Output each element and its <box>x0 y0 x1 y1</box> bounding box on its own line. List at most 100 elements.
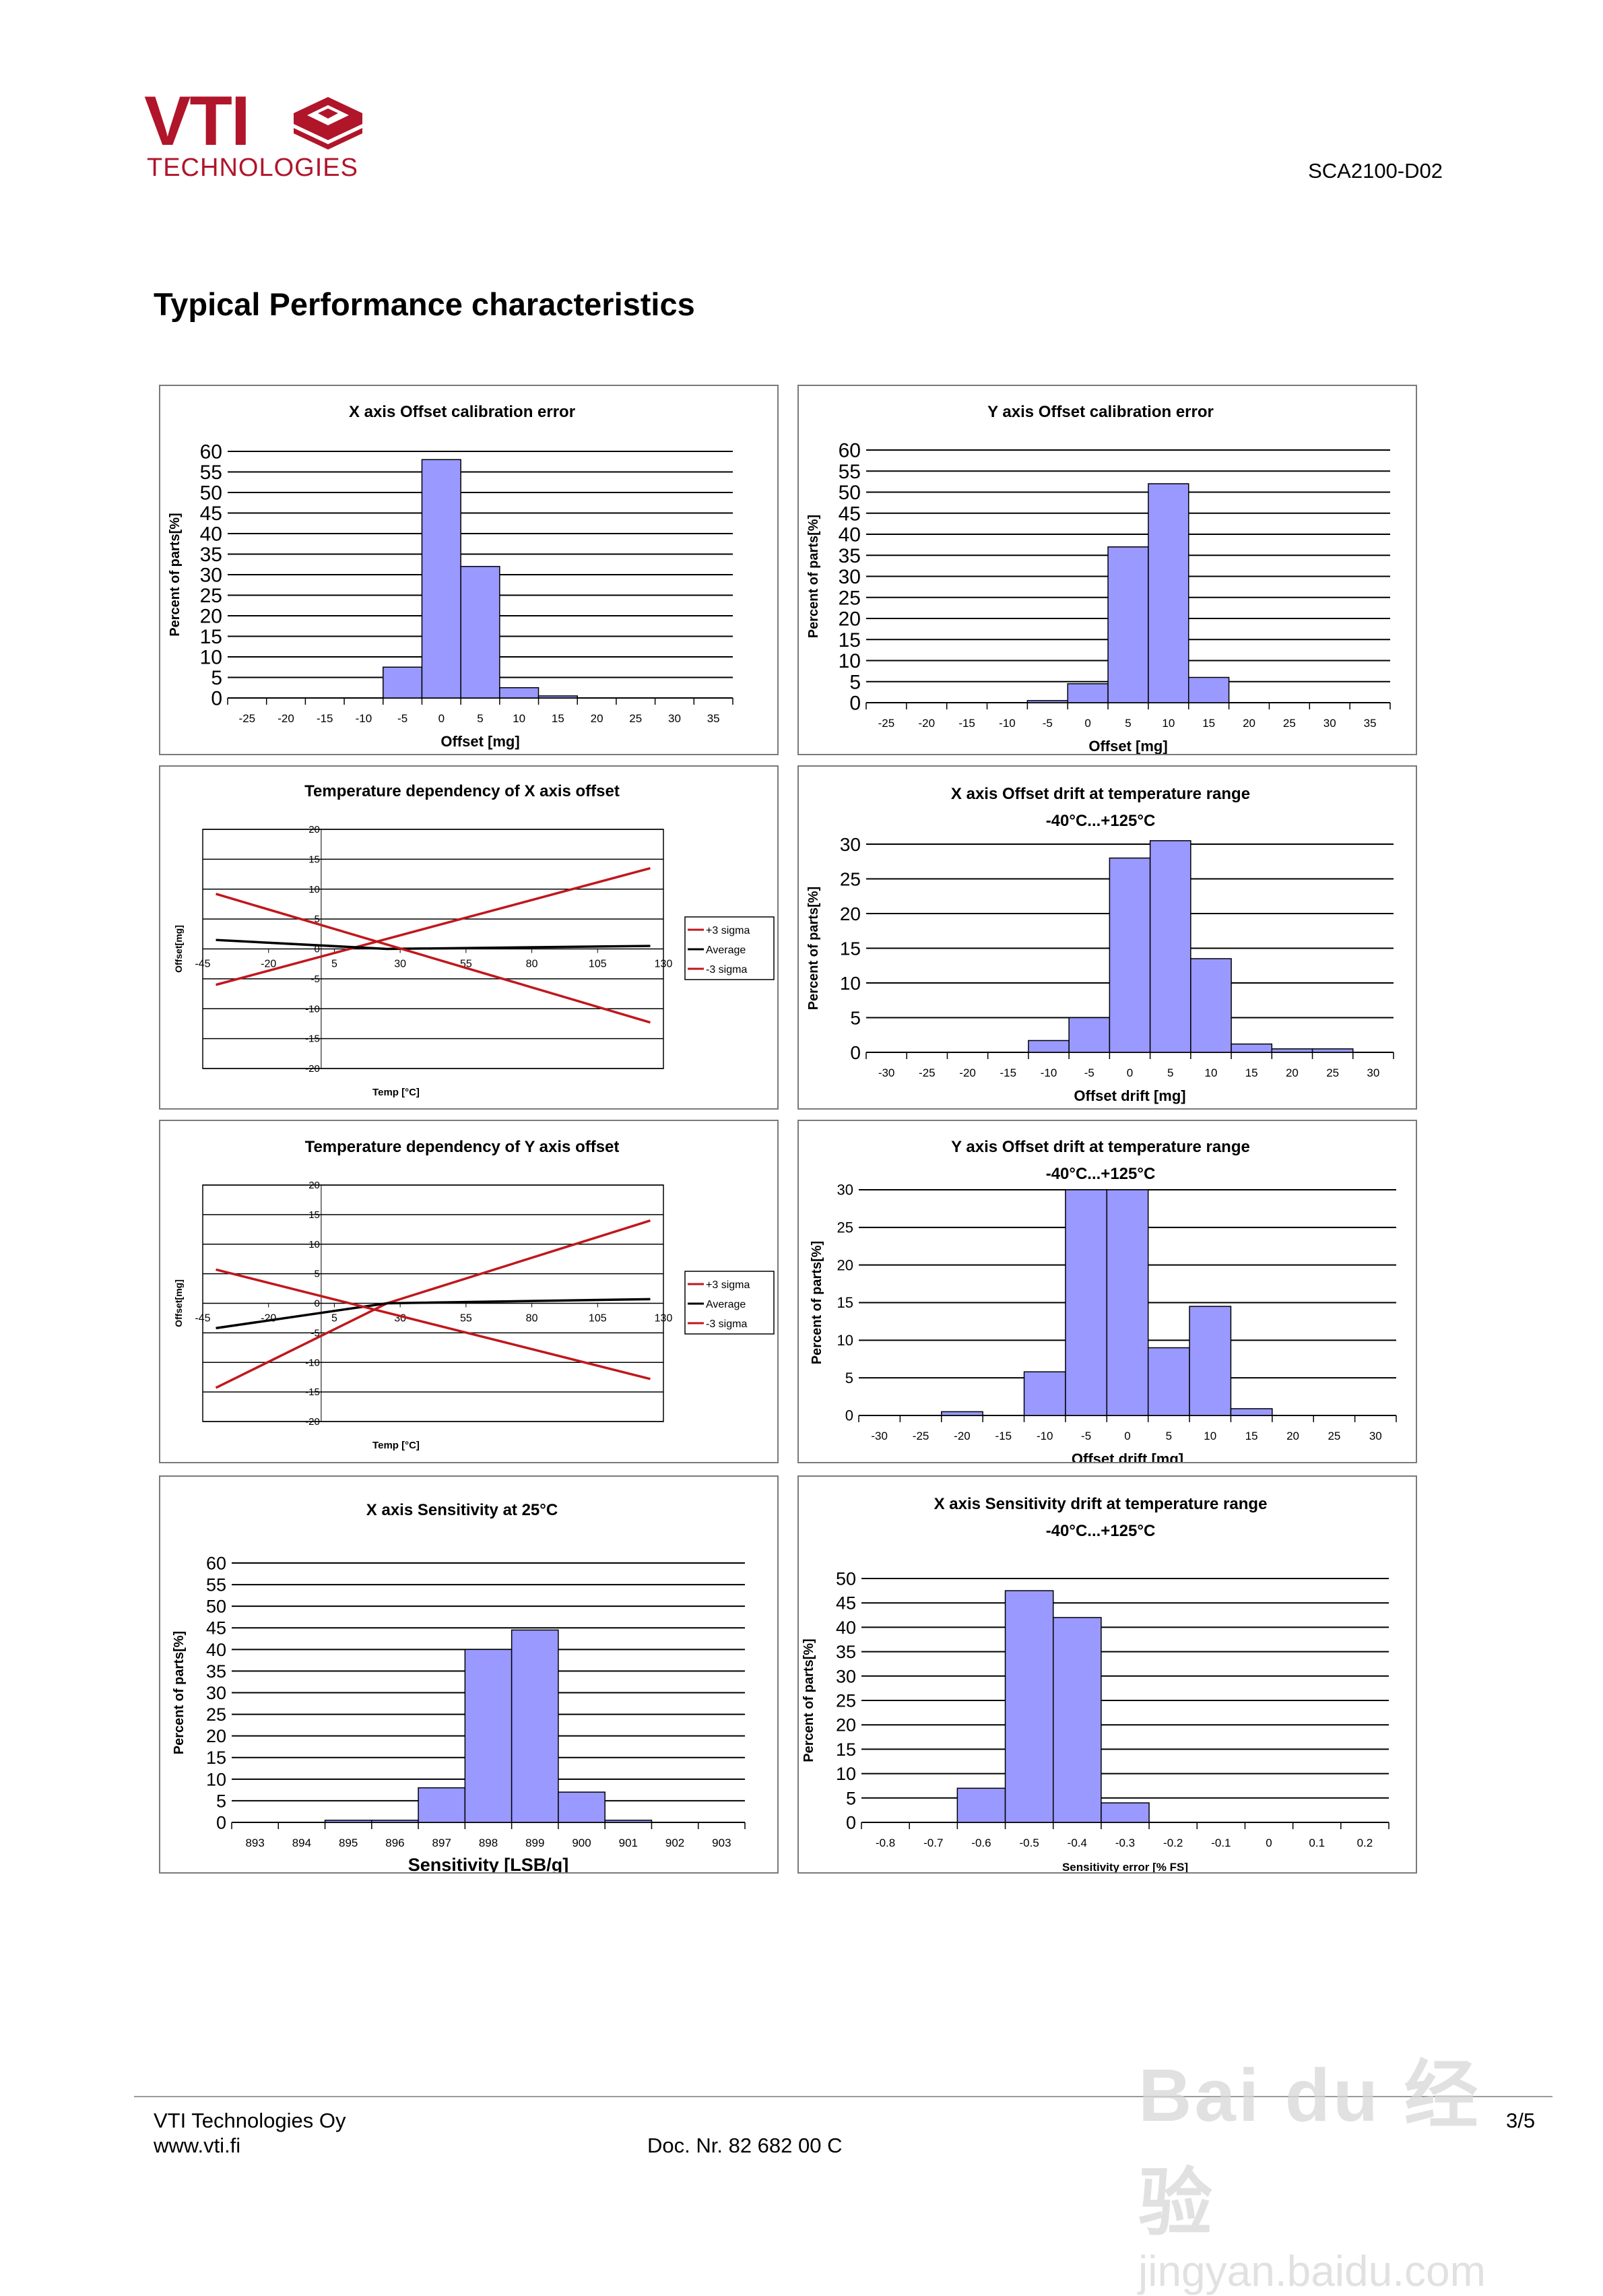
x-tick-label: 5 <box>1166 1430 1172 1442</box>
chart-svg: Temperature dependency of Y axis offset -… <box>173 1138 775 1451</box>
x-tick-label: 10 <box>1204 1430 1216 1442</box>
y-tick-label: 50 <box>206 1597 226 1617</box>
histogram-bar <box>418 1787 466 1823</box>
histogram-bar <box>1067 683 1109 703</box>
y-tick-label: 15 <box>836 1740 856 1760</box>
y-tick-label: 60 <box>200 441 222 464</box>
baidu-watermark: Bai du 经验 jingyan.baidu.com <box>1138 2035 1529 2295</box>
watermark-line1: Bai du 经验 <box>1138 2054 1481 2245</box>
y-tick-label: 10 <box>840 973 861 994</box>
y-tick-label: 20 <box>836 1715 856 1735</box>
y-tick-label: -20 <box>305 1416 320 1428</box>
x-tick-label: 0 <box>1124 1430 1130 1442</box>
histogram-bar <box>1188 676 1230 703</box>
histogram-bar <box>1271 1048 1313 1053</box>
y-tick-label: 20 <box>308 824 320 835</box>
watermark-line2: jingyan.baidu.com <box>1138 2247 1486 2295</box>
legend-label: Average <box>706 1299 746 1310</box>
x-tick-label: 0 <box>1127 1066 1133 1079</box>
y-tick-label: -20 <box>305 1063 320 1075</box>
y-tick-label: 20 <box>837 1256 853 1273</box>
x-tick-label: -25 <box>913 1430 929 1442</box>
y-tick-label: 30 <box>840 834 861 855</box>
y-tick-label: 0 <box>845 1407 853 1424</box>
x-tick-label: -10 <box>356 712 372 725</box>
y-tick-label: 15 <box>308 1209 320 1221</box>
series-line--3-sigma <box>216 1268 651 1380</box>
histogram-bar <box>558 1791 606 1823</box>
y-axis-title: Percent of parts[%] <box>168 513 183 636</box>
y-tick-label: 45 <box>200 503 222 525</box>
x-tick-label: -0.5 <box>1019 1837 1039 1849</box>
y-tick-label: 25 <box>206 1704 226 1725</box>
x-tick-label: -20 <box>959 1066 976 1079</box>
x-tick-label: -15 <box>317 712 333 725</box>
y-tick-label: 10 <box>206 1769 226 1789</box>
x-tick-label: 10 <box>513 712 525 725</box>
y-tick-label: 15 <box>200 626 222 648</box>
x-tick-label: 0.1 <box>1309 1837 1325 1849</box>
histogram-bar <box>1147 1347 1190 1416</box>
footer-divider <box>134 2096 1552 2097</box>
y-tick-label: 0 <box>216 1812 226 1832</box>
histogram-bar <box>1004 1590 1054 1823</box>
y-tick-label: 20 <box>840 903 861 924</box>
footer-page-number: 3/5 <box>1506 2109 1536 2132</box>
x-tick-label: 0 <box>1084 717 1090 730</box>
legend-label: +3 sigma <box>706 925 750 936</box>
y-tick-label: 35 <box>206 1661 226 1682</box>
y-tick-label: 15 <box>206 1748 226 1768</box>
x-tick-label: 896 <box>385 1837 404 1849</box>
y-tick-label: 0 <box>846 1812 856 1832</box>
y-axis-title: Percent of parts[%] <box>806 515 821 638</box>
histogram-bar <box>324 1820 372 1823</box>
legend-label: -3 sigma <box>706 1318 747 1330</box>
chart-x-offset-drift: X axis Offset drift at temperature range… <box>797 765 1417 1110</box>
x-tick-label: 80 <box>526 959 538 970</box>
x-tick-label: 55 <box>460 1313 472 1325</box>
y-tick-label: 10 <box>200 647 222 669</box>
histogram-bar <box>1068 1017 1111 1053</box>
x-tick-label: -5 <box>1084 1066 1094 1079</box>
chart-y-offset-drift: Y axis Offset drift at temperature range… <box>797 1120 1417 1463</box>
x-tick-label: 0.2 <box>1357 1837 1373 1849</box>
y-axis-title: Offset[mg] <box>173 1279 184 1327</box>
x-tick-label: -25 <box>239 712 256 725</box>
y-tick-label: -15 <box>305 1386 320 1398</box>
footer-website[interactable]: www.vti.fi <box>154 2134 241 2157</box>
x-axis-title: Temp [°C] <box>372 1440 420 1451</box>
histogram-bar <box>1230 1408 1273 1416</box>
x-tick-label: -20 <box>261 959 276 970</box>
y-tick-label: -10 <box>305 1003 320 1015</box>
x-tick-label: 30 <box>1369 1430 1382 1442</box>
y-tick-label: -5 <box>311 1327 320 1339</box>
y-tick-label: 40 <box>200 523 222 546</box>
chart-x-sensitivity-drift: X axis Sensitivity drift at temperature … <box>797 1475 1417 1874</box>
x-axis-title: Temp [°C] <box>372 1087 420 1098</box>
x-axis-title: Sensitivity [LSB/g] <box>408 1855 569 1872</box>
chart-svg: X axis Offset drift at temperature range… <box>806 785 1394 1104</box>
histogram-bar <box>1311 1048 1354 1053</box>
y-tick-label: 5 <box>849 671 861 693</box>
x-tick-label: 20 <box>1286 1430 1299 1442</box>
y-tick-label: 30 <box>837 1182 853 1199</box>
histogram-bar <box>1189 1306 1232 1416</box>
x-axis-title: Offset [mg] <box>440 733 519 750</box>
y-tick-label: 5 <box>846 1788 856 1808</box>
y-tick-label: -5 <box>311 974 320 985</box>
y-tick-label: 20 <box>308 1180 320 1191</box>
histogram-bar <box>464 1649 513 1823</box>
y-tick-label: 55 <box>206 1575 226 1595</box>
x-tick-label: 15 <box>552 712 564 725</box>
x-tick-label: 20 <box>1286 1066 1299 1079</box>
histogram-bar <box>1148 483 1189 703</box>
x-tick-label: 897 <box>432 1837 451 1849</box>
histogram-bar <box>1052 1617 1102 1823</box>
x-tick-label: -15 <box>995 1430 1012 1442</box>
y-tick-label: 5 <box>216 1791 226 1811</box>
x-axis-title: Sensitivity error [% FS] <box>1062 1861 1188 1872</box>
x-tick-label: 894 <box>292 1837 311 1849</box>
y-tick-label: 35 <box>839 545 861 567</box>
y-tick-label: 15 <box>308 854 320 865</box>
y-tick-label: 20 <box>206 1726 226 1746</box>
